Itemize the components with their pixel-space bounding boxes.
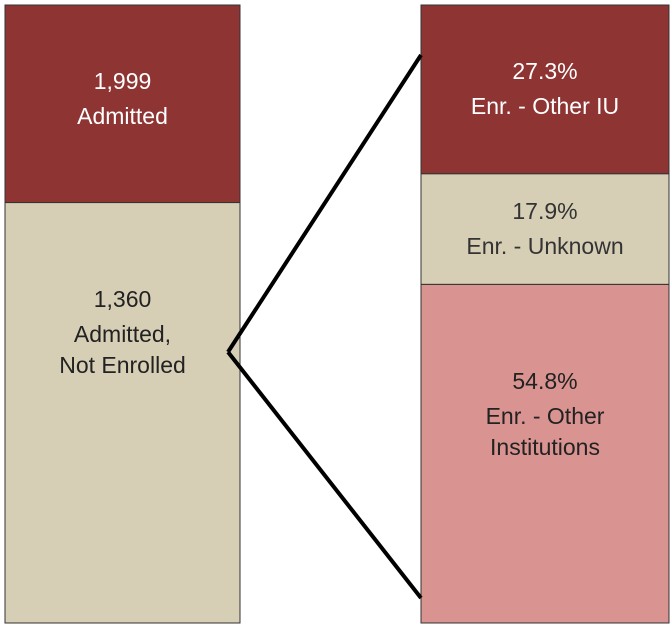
label-line: Admitted, Not Enrolled xyxy=(59,321,186,379)
bar-segment xyxy=(4,4,241,204)
label-line: 17.9% xyxy=(512,198,578,224)
segment-label: 54.8% Enr. - Other Institutions xyxy=(421,344,669,484)
connector-line xyxy=(226,350,423,600)
segment-label: 1,999 Admitted xyxy=(5,5,240,193)
connector-line xyxy=(226,53,423,354)
segment-label: 17.9% Enr. - Unknown xyxy=(421,174,669,285)
bar-segment xyxy=(420,283,670,624)
label-line: 27.3% xyxy=(512,58,578,85)
label-line: Admitted xyxy=(77,102,168,129)
segment-label: 27.3% Enr. - Other IU xyxy=(421,5,669,174)
label-line: 1,999 xyxy=(93,67,152,94)
segment-label: 1,360 Admitted, Not Enrolled xyxy=(5,263,240,403)
label-line: 1,360 xyxy=(93,286,152,313)
label-line: Enr. - Unknown xyxy=(466,233,624,259)
label-line: Enr. - Other IU xyxy=(470,93,620,120)
bar-segment xyxy=(420,4,670,175)
bar-segment xyxy=(420,173,670,285)
bar-segment xyxy=(4,202,241,624)
label-line: Enr. - Other Institutions xyxy=(485,402,605,460)
label-line: 54.8% xyxy=(512,367,578,394)
